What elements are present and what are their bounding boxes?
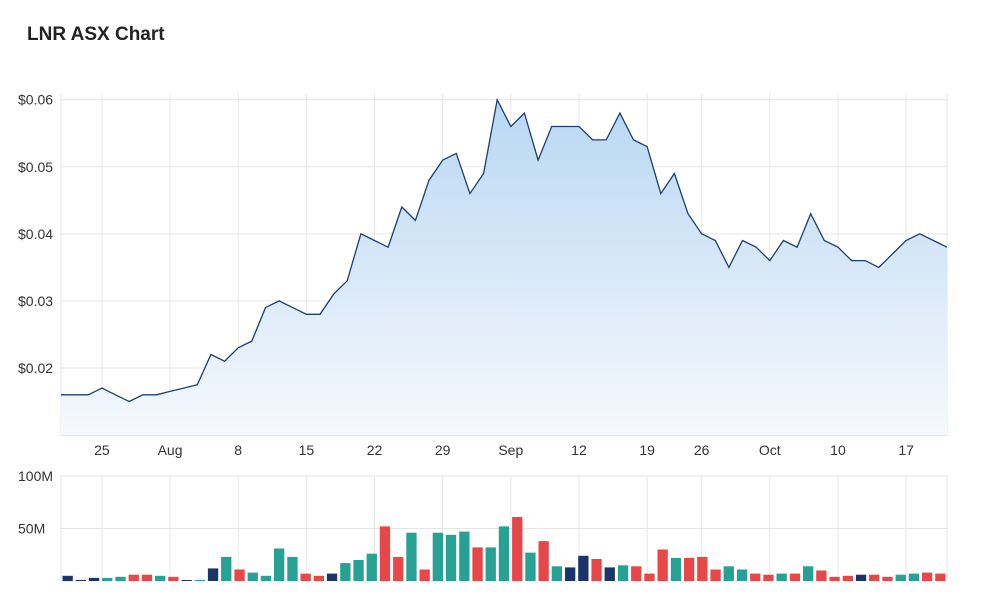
volume-bar xyxy=(644,573,655,581)
volume-bar xyxy=(128,574,139,581)
volume-bar xyxy=(578,555,589,581)
volume-bar xyxy=(221,556,232,581)
volume-bar xyxy=(459,531,470,581)
x-tick-label: Oct xyxy=(759,442,781,458)
volume-bar xyxy=(168,576,179,581)
volume-y-tick-label: 50M xyxy=(18,521,45,537)
x-tick-label: 22 xyxy=(367,442,383,458)
volume-bar xyxy=(617,565,629,582)
volume-bar xyxy=(62,575,73,582)
volume-bars xyxy=(62,517,946,582)
volume-bar xyxy=(313,575,324,582)
volume-bar xyxy=(803,566,814,581)
volume-bar xyxy=(353,560,364,581)
volume-bar xyxy=(710,569,721,581)
volume-bar xyxy=(631,566,642,581)
x-tick-label: Aug xyxy=(158,442,183,458)
volume-bar xyxy=(670,557,682,581)
chart-title: LNR ASX Chart xyxy=(27,24,165,45)
volume-bar xyxy=(260,575,272,582)
volume-bar xyxy=(538,541,549,581)
x-tick-label: 10 xyxy=(830,442,846,458)
volume-bar xyxy=(604,567,615,581)
volume-bar xyxy=(75,580,86,581)
price-line xyxy=(61,97,948,403)
volume-bar xyxy=(472,547,483,581)
volume-bar xyxy=(247,572,258,581)
volume-bar xyxy=(419,569,430,581)
volume-bar xyxy=(102,577,113,581)
volume-bar xyxy=(274,548,285,581)
price-y-tick-label: $0.04 xyxy=(18,226,53,242)
volume-bar xyxy=(379,526,391,581)
volume-bar xyxy=(194,580,205,581)
volume-bar xyxy=(432,532,443,581)
price-y-tick-label: $0.02 xyxy=(18,360,53,376)
x-tick-label: 26 xyxy=(694,442,710,458)
x-tick-label: 15 xyxy=(299,442,315,458)
x-tick-label: Sep xyxy=(498,442,523,458)
volume-bar xyxy=(816,570,827,581)
volume-bar xyxy=(657,549,668,581)
volume-bar xyxy=(115,576,126,581)
axes: 25 Aug 8 15 22 29 Sep 12 19 26 Oct 10 17 $0.06 $0.05 $0… xyxy=(18,92,914,537)
volume-bar xyxy=(736,569,748,581)
volume-bar xyxy=(287,556,298,581)
volume-bar xyxy=(207,568,219,581)
volume-y-tick-label: 100M xyxy=(18,468,53,484)
price-y-tick-label: $0.05 xyxy=(18,159,53,175)
x-tick-label: 17 xyxy=(898,442,914,458)
volume-bar xyxy=(234,569,245,581)
volume-bar xyxy=(829,576,840,581)
x-tick-label: 25 xyxy=(94,442,110,458)
volume-bar xyxy=(591,559,602,581)
volume-bar xyxy=(565,567,576,581)
volume-bar xyxy=(181,580,192,581)
volume-bar xyxy=(684,557,695,581)
volume-bar xyxy=(855,574,867,581)
x-tick-label: 19 xyxy=(639,442,655,458)
price-area xyxy=(61,99,947,435)
volume-bar xyxy=(340,563,351,581)
volume-bar xyxy=(842,575,853,582)
volume-bar xyxy=(155,575,166,582)
x-tick-label: 8 xyxy=(234,442,242,458)
volume-bar xyxy=(393,556,404,581)
volume-bar xyxy=(551,566,562,581)
volume-bar xyxy=(326,573,338,581)
volume-bar xyxy=(406,532,417,581)
price-y-tick-label: $0.06 xyxy=(18,92,53,108)
volume-bar xyxy=(869,574,880,581)
x-tick-label: 29 xyxy=(435,442,451,458)
volume-bar xyxy=(512,517,523,581)
x-tick-label: 12 xyxy=(571,442,587,458)
volume-bar xyxy=(750,573,761,581)
volume-bar xyxy=(445,534,457,581)
price-y-tick-label: $0.03 xyxy=(18,293,53,309)
volume-bar xyxy=(485,547,496,581)
volume-bar xyxy=(763,574,774,581)
volume-bar xyxy=(723,566,734,581)
volume-bar xyxy=(88,577,100,581)
volume-bar xyxy=(525,552,536,581)
volume-bar xyxy=(366,553,377,581)
volume-bar xyxy=(776,573,787,581)
volume-bar xyxy=(895,574,906,581)
volume-bar xyxy=(697,556,708,581)
volume-bar xyxy=(789,573,801,581)
volume-bar xyxy=(141,574,153,581)
volume-bar xyxy=(300,573,311,581)
volume-bar xyxy=(882,576,893,581)
volume-bar xyxy=(935,573,946,581)
volume-bar xyxy=(908,573,920,581)
volume-bar xyxy=(498,526,510,581)
volume-bar xyxy=(922,572,933,581)
